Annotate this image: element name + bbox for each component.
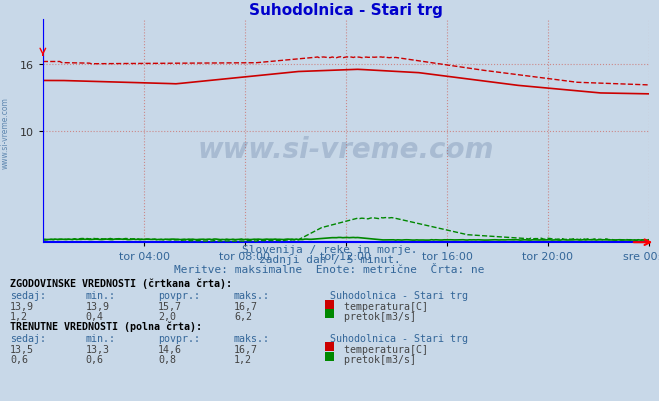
Text: 6,2: 6,2	[234, 311, 252, 321]
Text: Suhodolnica - Stari trg: Suhodolnica - Stari trg	[330, 291, 467, 301]
Text: 0,4: 0,4	[86, 311, 103, 321]
Text: Slovenija / reke in morje.: Slovenija / reke in morje.	[242, 245, 417, 255]
Text: sedaj:: sedaj:	[10, 291, 46, 301]
Text: pretok[m3/s]: pretok[m3/s]	[338, 354, 416, 364]
Text: 0,8: 0,8	[158, 354, 176, 364]
Text: 0,6: 0,6	[86, 354, 103, 364]
Text: Suhodolnica - Stari trg: Suhodolnica - Stari trg	[330, 333, 467, 343]
Text: povpr.:: povpr.:	[158, 333, 200, 343]
Text: 13,9: 13,9	[10, 302, 34, 312]
Text: min.:: min.:	[86, 291, 116, 301]
Text: 13,3: 13,3	[86, 344, 109, 354]
Text: www.si-vreme.com: www.si-vreme.com	[1, 97, 10, 168]
Text: temperatura[C]: temperatura[C]	[338, 344, 428, 354]
Text: sedaj:: sedaj:	[10, 333, 46, 343]
Text: maks.:: maks.:	[234, 291, 270, 301]
Text: 15,7: 15,7	[158, 302, 182, 312]
Text: temperatura[C]: temperatura[C]	[338, 302, 428, 312]
Text: 1,2: 1,2	[234, 354, 252, 364]
Text: Meritve: maksimalne  Enote: metrične  Črta: ne: Meritve: maksimalne Enote: metrične Črta…	[174, 265, 485, 275]
Text: 2,0: 2,0	[158, 311, 176, 321]
Text: maks.:: maks.:	[234, 333, 270, 343]
Text: min.:: min.:	[86, 333, 116, 343]
Text: 0,6: 0,6	[10, 354, 28, 364]
Text: pretok[m3/s]: pretok[m3/s]	[338, 311, 416, 321]
Text: 1,2: 1,2	[10, 311, 28, 321]
Text: povpr.:: povpr.:	[158, 291, 200, 301]
Text: TRENUTNE VREDNOSTI (polna črta):: TRENUTNE VREDNOSTI (polna črta):	[10, 321, 202, 332]
Text: 14,6: 14,6	[158, 344, 182, 354]
Text: 16,7: 16,7	[234, 344, 258, 354]
Text: zadnji dan / 5 minut.: zadnji dan / 5 minut.	[258, 255, 401, 265]
Text: 13,5: 13,5	[10, 344, 34, 354]
Text: www.si-vreme.com: www.si-vreme.com	[198, 135, 494, 163]
Text: 13,9: 13,9	[86, 302, 109, 312]
Text: ZGODOVINSKE VREDNOSTI (črtkana črta):: ZGODOVINSKE VREDNOSTI (črtkana črta):	[10, 278, 232, 289]
Text: 16,7: 16,7	[234, 302, 258, 312]
Title: Suhodolnica - Stari trg: Suhodolnica - Stari trg	[249, 2, 443, 18]
